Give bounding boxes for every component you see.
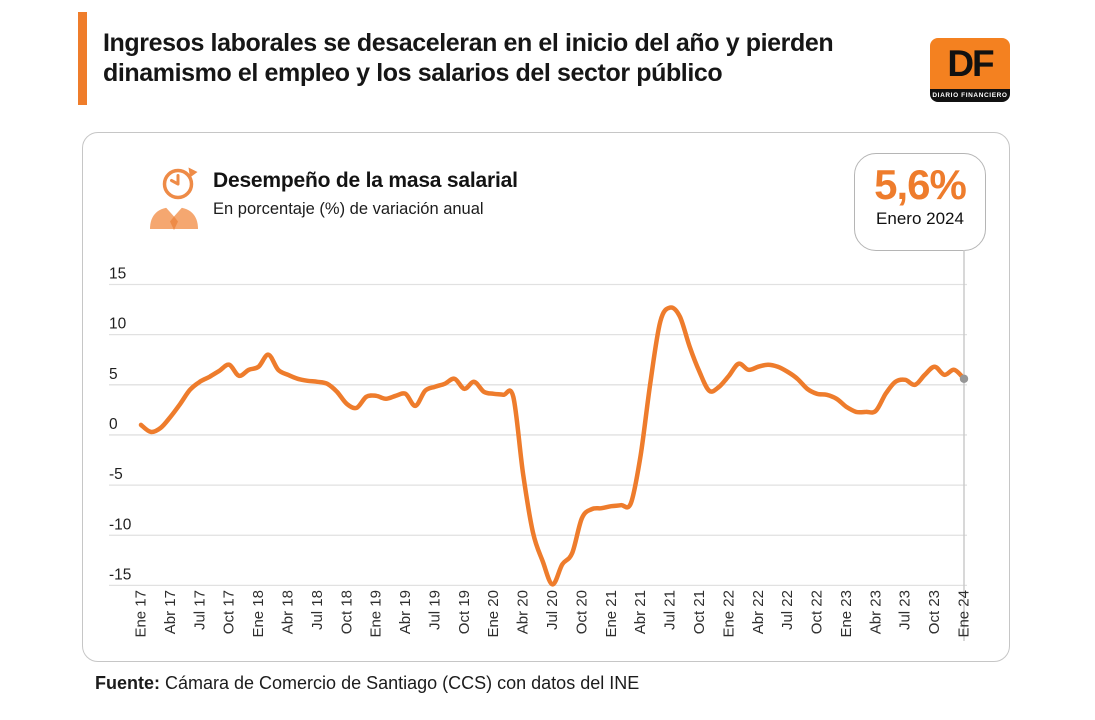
svg-text:Abr 19: Abr 19 — [397, 590, 414, 634]
df-logo-monogram: DF — [930, 38, 1010, 89]
df-logo-tagline: DIARIO FINANCIERO — [930, 89, 1010, 102]
svg-text:Abr 21: Abr 21 — [632, 590, 649, 634]
svg-text:15: 15 — [109, 266, 126, 283]
df-logo: DF DIARIO FINANCIERO — [930, 38, 1010, 102]
headline-line2: dinamismo el empleo y los salarios del s… — [103, 59, 723, 87]
svg-text:Ene 17: Ene 17 — [133, 590, 150, 638]
svg-text:Jul 22: Jul 22 — [779, 590, 796, 630]
source-text: Cámara de Comercio de Santiago (CCS) con… — [160, 673, 640, 693]
headline-line1: Ingresos laborales se desaceleran en el … — [103, 29, 834, 57]
svg-text:Oct 21: Oct 21 — [691, 590, 708, 634]
svg-text:Oct 22: Oct 22 — [809, 590, 826, 634]
svg-text:Jul 23: Jul 23 — [897, 590, 914, 630]
latest-value: 5,6% — [874, 161, 967, 208]
svg-text:Abr 23: Abr 23 — [867, 590, 884, 634]
chart-card: Desempeño de la masa salarial En porcent… — [82, 132, 1010, 662]
svg-text:Ene 18: Ene 18 — [250, 590, 267, 638]
svg-text:10: 10 — [109, 316, 127, 333]
headline: Ingresos laborales se desaceleran en el … — [103, 28, 943, 88]
svg-text:Ene 21: Ene 21 — [603, 590, 620, 638]
svg-text:Oct 19: Oct 19 — [456, 590, 473, 634]
svg-text:Jul 20: Jul 20 — [544, 590, 561, 630]
svg-text:Ene 19: Ene 19 — [368, 590, 385, 638]
source-label: Fuente: — [95, 673, 160, 693]
svg-text:Ene 23: Ene 23 — [838, 590, 855, 638]
svg-text:Abr 18: Abr 18 — [280, 590, 297, 634]
svg-text:-15: -15 — [109, 566, 131, 583]
headline-accent-bar — [78, 12, 87, 105]
svg-text:Abr 17: Abr 17 — [162, 590, 179, 634]
chart-title: Desempeño de la masa salarial — [213, 169, 518, 192]
chart-subtitle: En porcentaje (%) de variación anual — [213, 200, 484, 218]
svg-text:Ene 24: Ene 24 — [956, 590, 973, 638]
svg-text:Jul 18: Jul 18 — [309, 590, 326, 630]
svg-text:Ene 22: Ene 22 — [720, 590, 737, 638]
svg-text:Abr 22: Abr 22 — [750, 590, 767, 634]
svg-text:Ene 20: Ene 20 — [485, 590, 502, 638]
source-note: Fuente: Cámara de Comercio de Santiago (… — [95, 673, 639, 694]
svg-text:Jul 19: Jul 19 — [426, 590, 443, 630]
svg-text:-10: -10 — [109, 516, 132, 533]
svg-text:Oct 20: Oct 20 — [573, 590, 590, 634]
svg-text:Jul 21: Jul 21 — [662, 590, 679, 630]
svg-text:Oct 18: Oct 18 — [338, 590, 355, 634]
svg-text:-5: -5 — [109, 466, 123, 483]
svg-text:Jul 17: Jul 17 — [191, 590, 208, 630]
worker-clock-icon — [150, 167, 198, 230]
svg-text:Abr 20: Abr 20 — [515, 590, 532, 634]
latest-value-badge: 5,6% Enero 2024 — [854, 153, 986, 251]
svg-text:5: 5 — [109, 366, 118, 383]
svg-text:Oct 17: Oct 17 — [221, 590, 238, 634]
svg-text:Oct 23: Oct 23 — [926, 590, 943, 634]
svg-text:0: 0 — [109, 416, 118, 433]
latest-period: Enero 2024 — [876, 209, 964, 228]
